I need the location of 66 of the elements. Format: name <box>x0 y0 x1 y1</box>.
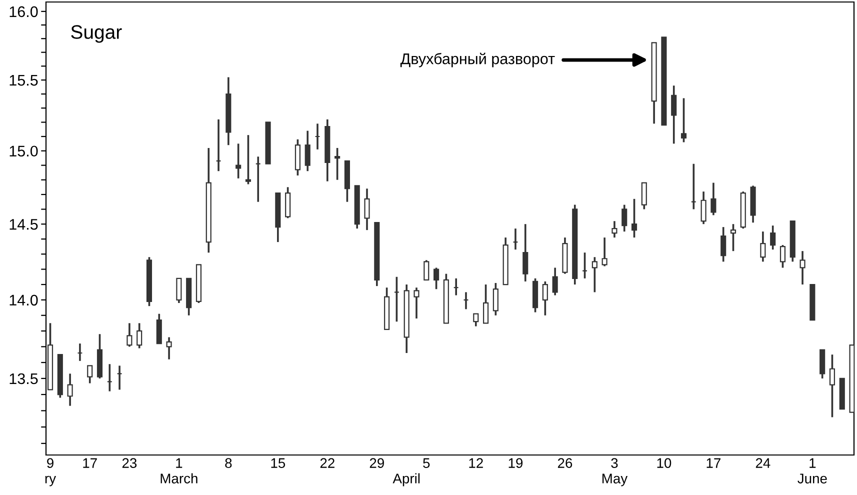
candlestick <box>126 322 132 348</box>
candlestick <box>364 188 370 231</box>
candlestick <box>641 182 647 210</box>
candlestick <box>434 266 440 290</box>
candlestick <box>730 223 736 252</box>
y-tick-label: 14.5 <box>10 219 38 230</box>
candlestick <box>820 348 826 380</box>
candlestick <box>87 364 93 384</box>
candlestick <box>710 182 716 216</box>
text: Sugar <box>71 25 122 43</box>
candlestick <box>592 256 598 294</box>
x-tick-label: 10 <box>657 458 672 468</box>
candlestick <box>245 134 252 186</box>
x-tick-label: 3 May <box>602 458 628 486</box>
x-tick-label: 22 <box>320 458 334 468</box>
y-tick-label: 13.5 <box>10 373 38 384</box>
candlestick <box>542 280 548 316</box>
y-tick-label: 16.0 <box>10 6 38 18</box>
y-tick-label: 15.5 <box>10 75 38 86</box>
x-tick-label: 29 <box>370 458 384 468</box>
annotation: Двухбарный разворот <box>400 52 555 68</box>
candlestick <box>612 220 618 238</box>
x-tick-label: 12 <box>469 458 483 468</box>
x-tick-label: 19 <box>508 458 523 468</box>
candlestick <box>760 230 766 263</box>
candlestick <box>602 236 608 268</box>
y-tick-label: 15.0 <box>10 146 38 157</box>
candlestick <box>671 84 677 145</box>
candlestick <box>552 266 558 296</box>
candlestick <box>285 186 291 220</box>
candlestick <box>680 97 687 144</box>
x-tick-label: 9 ry <box>45 458 56 486</box>
x-tick-label: 23 <box>122 458 137 468</box>
candlestick <box>136 322 142 350</box>
candlestick <box>492 282 498 316</box>
x-tick-label: 26 <box>558 458 572 468</box>
candlestick <box>236 142 242 180</box>
x-tick-label: 1 June <box>798 458 827 484</box>
x-tick-label: 24 <box>756 458 770 468</box>
candlestick <box>176 277 182 304</box>
candlestick <box>700 190 706 225</box>
candlestick <box>780 244 786 269</box>
x-tick-label: 15 <box>271 458 286 468</box>
y-tick-label: 14.0 <box>10 294 38 306</box>
candlestick <box>770 224 776 250</box>
candlestick <box>622 204 628 232</box>
candlestick <box>483 284 489 324</box>
candlestick <box>473 312 479 328</box>
candlestick <box>414 286 420 320</box>
x-tick-label: 8 <box>225 458 232 468</box>
candlestick <box>720 226 726 263</box>
x-tick-label: April <box>392 473 420 486</box>
candlestick <box>631 198 638 238</box>
candlestick <box>800 250 806 286</box>
x-tick-label: 5 <box>423 458 430 468</box>
candlestick <box>334 147 340 181</box>
x-tick-label: 17 <box>83 458 97 468</box>
x-tick-label: 17 <box>706 458 720 468</box>
candlestick <box>522 223 528 282</box>
x-tick-label: 1 March <box>160 458 198 484</box>
candlestick <box>829 354 836 418</box>
candlestick <box>166 336 172 360</box>
candlestick <box>304 130 310 172</box>
candlestick <box>67 372 73 407</box>
candlestick <box>424 259 430 281</box>
candlestick <box>156 312 162 344</box>
